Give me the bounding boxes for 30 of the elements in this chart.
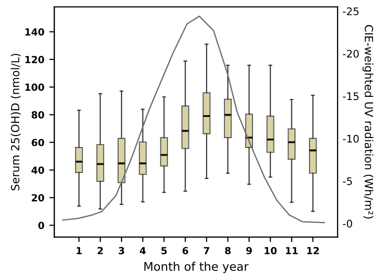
y-tick-label: 140 (25, 28, 44, 36)
x-tick-label: 5 (161, 247, 167, 254)
y-axis-title: Serum 25(OH)D (nmol/L) (10, 54, 21, 190)
x-tick-label: 9 (246, 246, 252, 254)
y-tick-label: 60 (32, 138, 44, 146)
y-tick-label: 20 (32, 194, 44, 202)
line-series (62, 16, 325, 224)
x-tick-label: 7 (204, 247, 210, 254)
y-tick-label: 100 (25, 84, 44, 91)
x-tick-label: 8 (225, 246, 231, 254)
y2-tick-label: -15 (342, 92, 359, 100)
x-tick-label: 10 (264, 246, 277, 254)
y2-tick-label: -25 (342, 7, 359, 16)
x-tick-label: 2 (98, 246, 103, 254)
x-tick-label: 12 (307, 246, 319, 254)
x-tick-label: 4 (140, 247, 146, 254)
y-tick-label: 80 (32, 111, 44, 119)
y2-tick-label: -10 (342, 134, 359, 143)
y2-axis-title: CIE-weighted UV radiation (Wh/m²) (362, 25, 374, 219)
x-tick-label: 1 (76, 247, 82, 254)
x-tick-label: 11 (286, 247, 298, 254)
y2-tick-label: -0 (342, 220, 352, 228)
x-axis-title: Month of the year (144, 262, 249, 274)
y-tick-label: 0 (38, 222, 44, 230)
x-tick-label: 3 (118, 246, 124, 254)
y2-tick-label: -20 (342, 50, 359, 58)
y-tick-label: 120 (25, 56, 44, 64)
x-tick-label: 6 (182, 246, 188, 254)
y-tick-label: 40 (32, 166, 44, 174)
y2-tick-label: -5 (342, 177, 352, 186)
